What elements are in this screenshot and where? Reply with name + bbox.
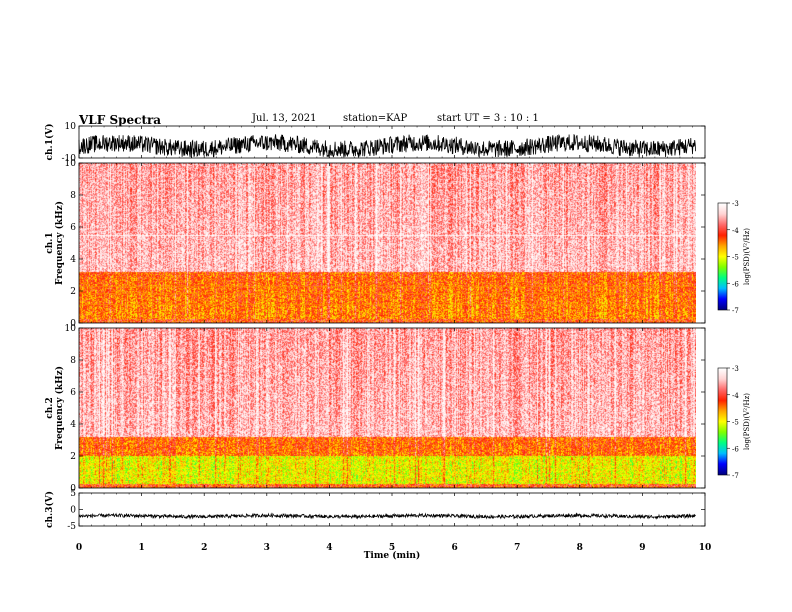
ch2-spec-y-tick-label: 2 [70,452,76,462]
ch1-waveform [78,133,696,158]
ch1-spec-y-tick-label: 4 [70,255,76,265]
ch1-colorbar-tick-label: -5 [732,254,739,262]
ch2-colorbar-tick-label: -4 [732,392,739,400]
ch1-ylabel: ch.1(V) [44,124,55,161]
ch2-spec-y-tick-label: 10 [65,324,77,334]
spectrogram-images [79,163,727,488]
ch2-colorbar-tick-label: -6 [732,445,739,453]
figure-title: VLF Spectra [79,113,162,127]
ch1-spec-ylabel: ch.1 [45,232,55,253]
ch2-spectrogram-image [79,328,696,488]
ch2-colorbar-tick-label: -7 [732,472,739,480]
date-label: Jul. 13, 2021 [252,113,317,124]
x-tick-label: 4 [326,543,332,553]
ch1-y-tick-label: 10 [65,122,77,132]
x-tick-label: 7 [514,543,520,553]
ch1-spec-y-tick-label: 8 [70,191,76,201]
ch2-colorbar [718,368,727,475]
x-tick-label: 0 [76,543,82,553]
x-tick-label: 8 [577,543,583,553]
x-tick-label: 1 [138,543,144,553]
ch3-y-tick-label: 0 [70,506,76,516]
start-time-label: start UT = 3 : 10 : 1 [437,113,539,124]
ch1-colorbar-label: log(PSD)(V²/Hz) [743,228,751,285]
ch1-colorbar-tick-label: -3 [732,200,739,208]
ch1-spec-y-tick-label: 0 [70,319,76,329]
ch1-colorbar-tick-label: -7 [732,307,739,315]
ch2-colorbar-tick-label: -5 [732,419,739,427]
ch3-waveform [78,512,696,520]
x-tick-label: 3 [264,543,270,553]
ch3-y-tick-label: 5 [70,489,76,499]
ch2-spec-y-tick-label: 8 [70,356,76,366]
ch2-colorbar-tick-label: -3 [732,365,739,373]
ch2-spec-y-tick-label: 0 [70,484,76,494]
ch3-ylabel: ch.3(V) [44,491,55,528]
axes [78,125,730,527]
ch1-spec-y-tick-label: 10 [65,159,77,169]
ch1-spectrogram-image [79,163,696,323]
x-axis-title: Time (min) [364,550,421,561]
station-label: station=KAP [343,113,408,124]
x-tick-label: 9 [639,543,645,553]
ch2-colorbar-label: log(PSD)(V²/Hz) [743,393,751,450]
ch3-frame [78,492,706,527]
ch1-colorbar-tick-label: -4 [732,227,739,235]
ch2-spec-y-tick-label: 4 [70,420,76,430]
x-tick-label: 6 [451,543,457,553]
ch2-spec-ylabel: ch.2 [45,397,55,418]
ch2-spec-y-tick-label: 6 [70,388,76,398]
ch3-y-tick-label: -5 [67,522,76,532]
ch1-spec-y-tick-label: 2 [70,287,76,297]
ch1-colorbar-tick-label: -6 [732,280,739,288]
ch2-spec-ylabel: Frequency (kHz) [54,366,65,450]
ch1-spec-ylabel: Frequency (kHz) [54,201,65,285]
x-tick-label: 2 [201,543,207,553]
x-tick-label: 10 [699,543,712,553]
ch1-spec-y-tick-label: 6 [70,223,76,233]
ch1-y-tick-label: -10 [62,154,77,164]
ch1-colorbar [718,203,727,310]
x-tick-label: 5 [389,543,395,553]
time-series-traces [78,133,696,520]
